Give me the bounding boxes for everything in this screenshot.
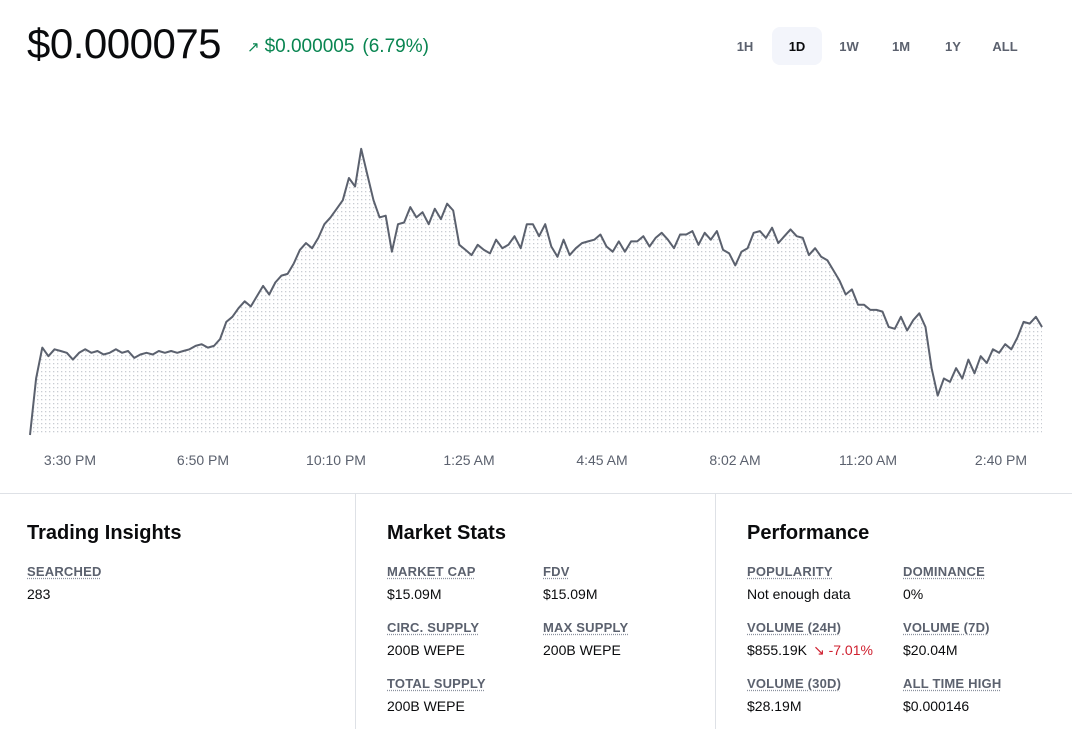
- stat-label[interactable]: MARKET CAP: [387, 564, 476, 579]
- x-tick-label: 8:02 AM: [709, 452, 760, 468]
- range-1y-button[interactable]: 1Y: [945, 38, 961, 54]
- stat-label[interactable]: MAX SUPPLY: [543, 620, 629, 635]
- stat-label[interactable]: ALL TIME HIGH: [903, 676, 1002, 691]
- stat-label[interactable]: DOMINANCE: [903, 564, 985, 579]
- range-1d-button[interactable]: 1D: [772, 27, 822, 65]
- stat-value: 0%: [903, 586, 924, 602]
- stat-value: $855.19K: [747, 642, 807, 658]
- price-area-fill: [30, 148, 1042, 436]
- stat-max-supply: MAX SUPPLY 200B WEPE: [543, 620, 628, 658]
- stat-value: Not enough data: [747, 586, 851, 602]
- volume-change-percent: -7.01%: [828, 642, 873, 658]
- stat-value: $20.04M: [903, 642, 958, 658]
- time-range-selector: 1H 1D 1W 1M 1Y ALL: [720, 27, 1030, 65]
- range-1m-button[interactable]: 1M: [891, 38, 911, 54]
- stat-circ-supply: CIRC. SUPPLY 200B WEPE: [387, 620, 479, 658]
- panel-title: Market Stats: [387, 522, 506, 544]
- panel-title: Trading Insights: [27, 522, 182, 544]
- range-1w-button[interactable]: 1W: [839, 38, 859, 54]
- price-change-amount: $0.000005: [264, 36, 355, 57]
- stat-value: 283: [27, 586, 51, 602]
- stat-value: 200B WEPE: [387, 642, 465, 658]
- arrow-up-right-icon: ↗: [247, 39, 260, 56]
- price-chart-svg[interactable]: 3:30 PM 6:50 PM 10:10 PM 1:25 AM 4:45 AM 8:02…: [0, 90, 1072, 470]
- stat-volume-30d: VOLUME (30D) $28.19M: [747, 676, 841, 714]
- stat-value: 200B WEPE: [387, 698, 465, 714]
- stat-value: $0.000146: [903, 698, 970, 714]
- volume-change: ↘ -7.01%: [813, 642, 873, 658]
- stat-label[interactable]: CIRC. SUPPLY: [387, 620, 480, 635]
- stat-fdv: FDV $15.09M: [543, 564, 597, 602]
- stat-dominance: DOMINANCE 0%: [903, 564, 985, 602]
- range-all-button[interactable]: ALL: [992, 38, 1018, 54]
- panel-title: Performance: [747, 522, 870, 544]
- arrow-down-right-icon: ↘: [812, 642, 825, 658]
- section-divider: [0, 493, 1072, 494]
- price-change: ↗ $0.000005 (6.79%): [247, 36, 429, 58]
- current-price: $0.000075: [27, 20, 222, 67]
- panel-divider: [715, 494, 716, 729]
- x-tick-label: 2:40 PM: [975, 452, 1027, 468]
- stat-label[interactable]: POPULARITY: [747, 564, 833, 579]
- stat-label[interactable]: VOLUME (30D): [747, 676, 842, 691]
- stat-all-time-high: ALL TIME HIGH $0.000146: [903, 676, 1001, 714]
- x-tick-label: 1:25 AM: [443, 452, 494, 468]
- stat-value: $15.09M: [387, 586, 442, 602]
- market-stats-panel: Market Stats MARKET CAP $15.09M FDV $15.…: [360, 494, 715, 729]
- price-header: $0.000075 ↗ $0.000005 (6.79%) 1H 1D 1W 1…: [0, 0, 1072, 90]
- stat-value-row: $855.19K ↘ -7.01%: [747, 642, 873, 659]
- stat-volume-7d: VOLUME (7D) $20.04M: [903, 620, 990, 658]
- x-tick-label: 11:20 AM: [839, 452, 897, 468]
- x-tick-label: 10:10 PM: [306, 452, 366, 468]
- panel-divider: [355, 494, 356, 729]
- trading-insights-panel: Trading Insights SEARCHED 283: [0, 494, 355, 729]
- stat-value: $15.09M: [543, 586, 598, 602]
- price-line: [29, 147, 1043, 436]
- x-tick-label: 6:50 PM: [177, 452, 229, 468]
- range-1h-button[interactable]: 1H: [736, 38, 754, 54]
- price-chart[interactable]: 3:30 PM 6:50 PM 10:10 PM 1:25 AM 4:45 AM 8:02…: [0, 90, 1072, 470]
- stat-value: 200B WEPE: [543, 642, 621, 658]
- performance-panel: Performance POPULARITY Not enough data D…: [720, 494, 1072, 729]
- stat-searched: SEARCHED 283: [27, 564, 102, 602]
- stat-market-cap: MARKET CAP $15.09M: [387, 564, 476, 602]
- stat-volume-24h: VOLUME (24H) $855.19K ↘ -7.01%: [747, 620, 873, 659]
- x-tick-label: 4:45 AM: [576, 452, 627, 468]
- price-change-percent: (6.79%): [362, 36, 429, 57]
- stat-label[interactable]: SEARCHED: [27, 564, 102, 579]
- stat-label[interactable]: TOTAL SUPPLY: [387, 676, 486, 691]
- stat-popularity: POPULARITY Not enough data: [747, 564, 851, 602]
- stat-total-supply: TOTAL SUPPLY 200B WEPE: [387, 676, 486, 714]
- stat-label[interactable]: VOLUME (24H): [747, 620, 842, 635]
- stat-label[interactable]: FDV: [543, 564, 570, 579]
- x-tick-label: 3:30 PM: [44, 452, 96, 468]
- stat-value: $28.19M: [747, 698, 802, 714]
- stat-label[interactable]: VOLUME (7D): [903, 620, 990, 635]
